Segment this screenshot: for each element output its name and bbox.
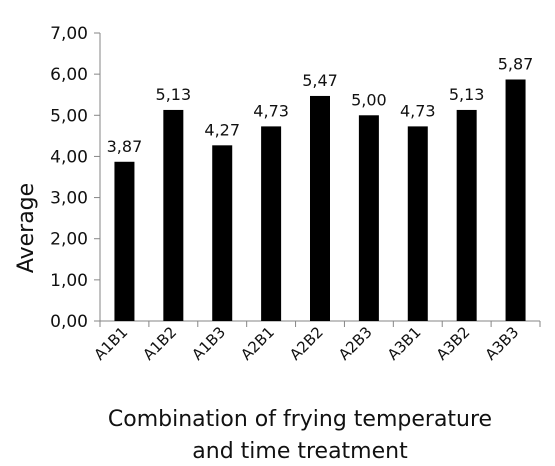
x-axis-title-line-1: Combination of frying temperature: [108, 407, 492, 432]
y-tick-label: 2,00: [50, 230, 88, 250]
bar: [456, 109, 477, 322]
x-tick-label: A3B1: [384, 323, 425, 364]
bar: [212, 145, 233, 321]
x-tick-label: A1B3: [188, 323, 229, 364]
data-label: 5,87: [498, 54, 534, 73]
bar: [261, 126, 282, 321]
data-label: 5,00: [351, 90, 387, 109]
bar: [310, 95, 330, 321]
bar: [505, 79, 526, 322]
data-label: 5,13: [156, 85, 192, 104]
y-tick-label: 5,00: [50, 106, 88, 126]
data-label: 5,47: [302, 71, 338, 90]
x-axis-title-line-2: and time treatment: [192, 439, 408, 464]
x-tick-label: A2B1: [237, 323, 278, 364]
bar: [407, 126, 428, 321]
y-tick-label: 4,00: [50, 147, 88, 167]
data-label: 4,73: [253, 101, 289, 120]
y-tick-label: 6,00: [50, 65, 88, 85]
plot-area: 0,00 1,00 2,00 3,00 4,00 5,00 6,00 7,00 3,87 A1B1…: [50, 24, 541, 364]
data-label: 4,27: [204, 120, 240, 139]
y-tick-label: 1,00: [50, 271, 88, 291]
x-tick-label: A3B2: [433, 323, 474, 364]
x-tick-label: A1B2: [139, 323, 180, 364]
data-label: 5,13: [449, 85, 485, 104]
data-label: 3,87: [107, 137, 143, 156]
bar: [114, 161, 135, 321]
y-axis-title: Average: [14, 183, 39, 273]
bar: [358, 115, 379, 322]
y-tick-label: 3,00: [50, 189, 88, 209]
x-tick-label: A2B3: [335, 323, 376, 364]
y-tick-label: 7,00: [50, 24, 88, 44]
x-tick-label: A1B1: [91, 323, 132, 364]
bar: [163, 109, 184, 322]
data-label: 4,73: [400, 101, 436, 120]
x-tick-label: A3B3: [482, 323, 523, 364]
y-tick-label: 0,00: [50, 312, 88, 332]
x-tick-label: A2B2: [286, 323, 327, 364]
